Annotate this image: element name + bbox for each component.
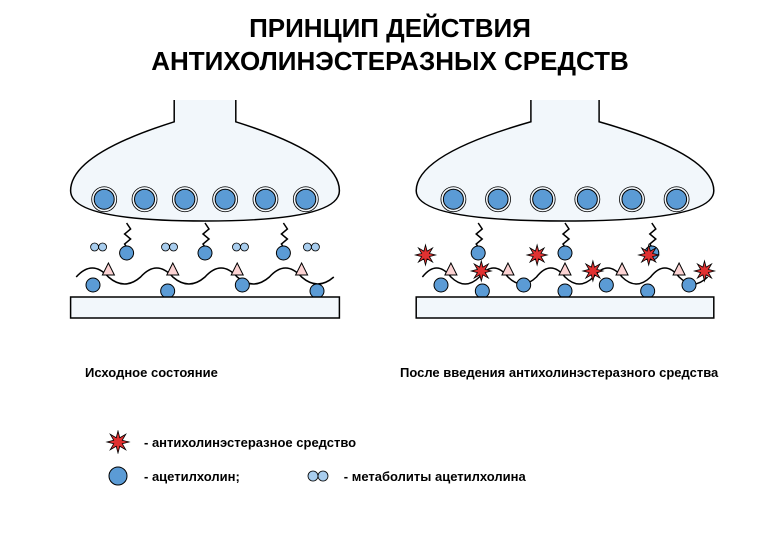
legend-label: - ацетилхолин; — [144, 469, 240, 484]
synapse-before — [65, 100, 345, 320]
title-line-2: АНТИХОЛИНЭСТЕРАЗНЫХ СРЕДСТВ — [0, 45, 780, 78]
legend-row-acetylcholine: - ацетилхолин; - метаболиты ацетилхолина — [100, 464, 526, 488]
synapse-after — [410, 100, 720, 320]
diagram-area — [0, 100, 780, 360]
caption-before: Исходное состояние — [85, 365, 218, 380]
acetylcholine-icon — [100, 464, 136, 488]
caption-after: После введения антихолинэстеразного сред… — [400, 365, 718, 380]
metabolite-icon — [300, 464, 336, 488]
inhibitor-icon — [100, 430, 136, 454]
legend-row-inhibitor: - антихолинэстеразное средство — [100, 430, 526, 454]
title-line-1: ПРИНЦИП ДЕЙСТВИЯ — [0, 12, 780, 45]
legend-label: - метаболиты ацетилхолина — [344, 469, 526, 484]
legend: - антихолинэстеразное средство - ацетилх… — [100, 430, 526, 498]
legend-label: - антихолинэстеразное средство — [144, 435, 356, 450]
